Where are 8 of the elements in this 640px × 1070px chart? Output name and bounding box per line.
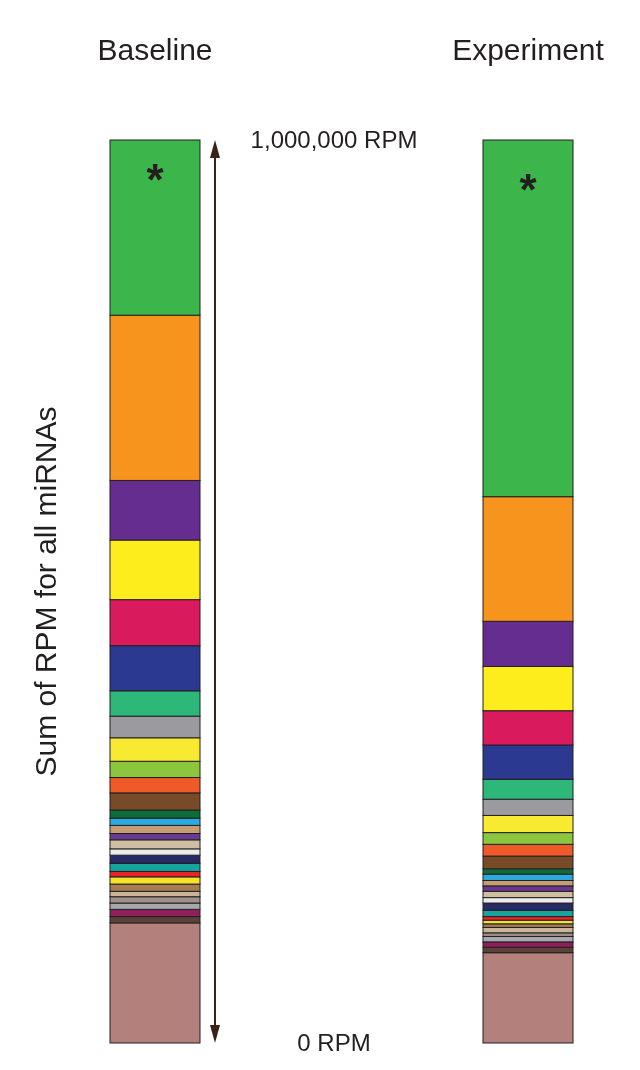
y-tick-label: 0 RPM: [297, 1029, 371, 1057]
bar: [482, 952, 574, 1044]
y-axis-title: Sum of RPM for all miRNAs: [29, 406, 62, 777]
annotation: *: [146, 154, 165, 204]
x-tick-label: Baseline: [97, 33, 213, 66]
y-tick-label: 1,000,000 RPM: [250, 126, 418, 154]
x-tick-label: Experiment: [452, 33, 605, 66]
annotation: *: [519, 164, 538, 214]
